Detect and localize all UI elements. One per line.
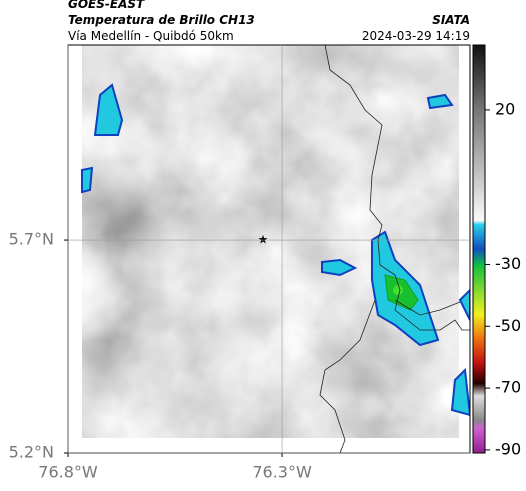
y-tick-label: 5.2°N bbox=[9, 443, 54, 462]
map-image bbox=[68, 45, 470, 453]
x-tick-label: 76.3°W bbox=[252, 463, 312, 482]
colorbar-tick-label: -70 bbox=[495, 378, 521, 397]
borders bbox=[319, 44, 470, 454]
city-marker: ★ bbox=[258, 233, 269, 247]
y-tick-label: 5.7°N bbox=[9, 230, 54, 249]
colorbar bbox=[472, 44, 486, 454]
colorbar-tick-label: -90 bbox=[495, 439, 521, 458]
title: Temperatura de Brillo CH13 bbox=[68, 13, 255, 27]
colorbar-tick-label: -30 bbox=[495, 254, 521, 273]
source: GOES-EAST bbox=[68, 0, 145, 11]
agency: SIATA bbox=[432, 13, 470, 27]
colorbar-tick-label: 20 bbox=[495, 99, 515, 118]
x-tick-label: 76.8°W bbox=[38, 463, 98, 482]
subtitle: Vía Medellín - Quibdó 50km bbox=[68, 29, 234, 43]
datetime: 2024-03-29 14:19 bbox=[362, 29, 470, 43]
colorbar-tick-label: -50 bbox=[495, 316, 521, 335]
